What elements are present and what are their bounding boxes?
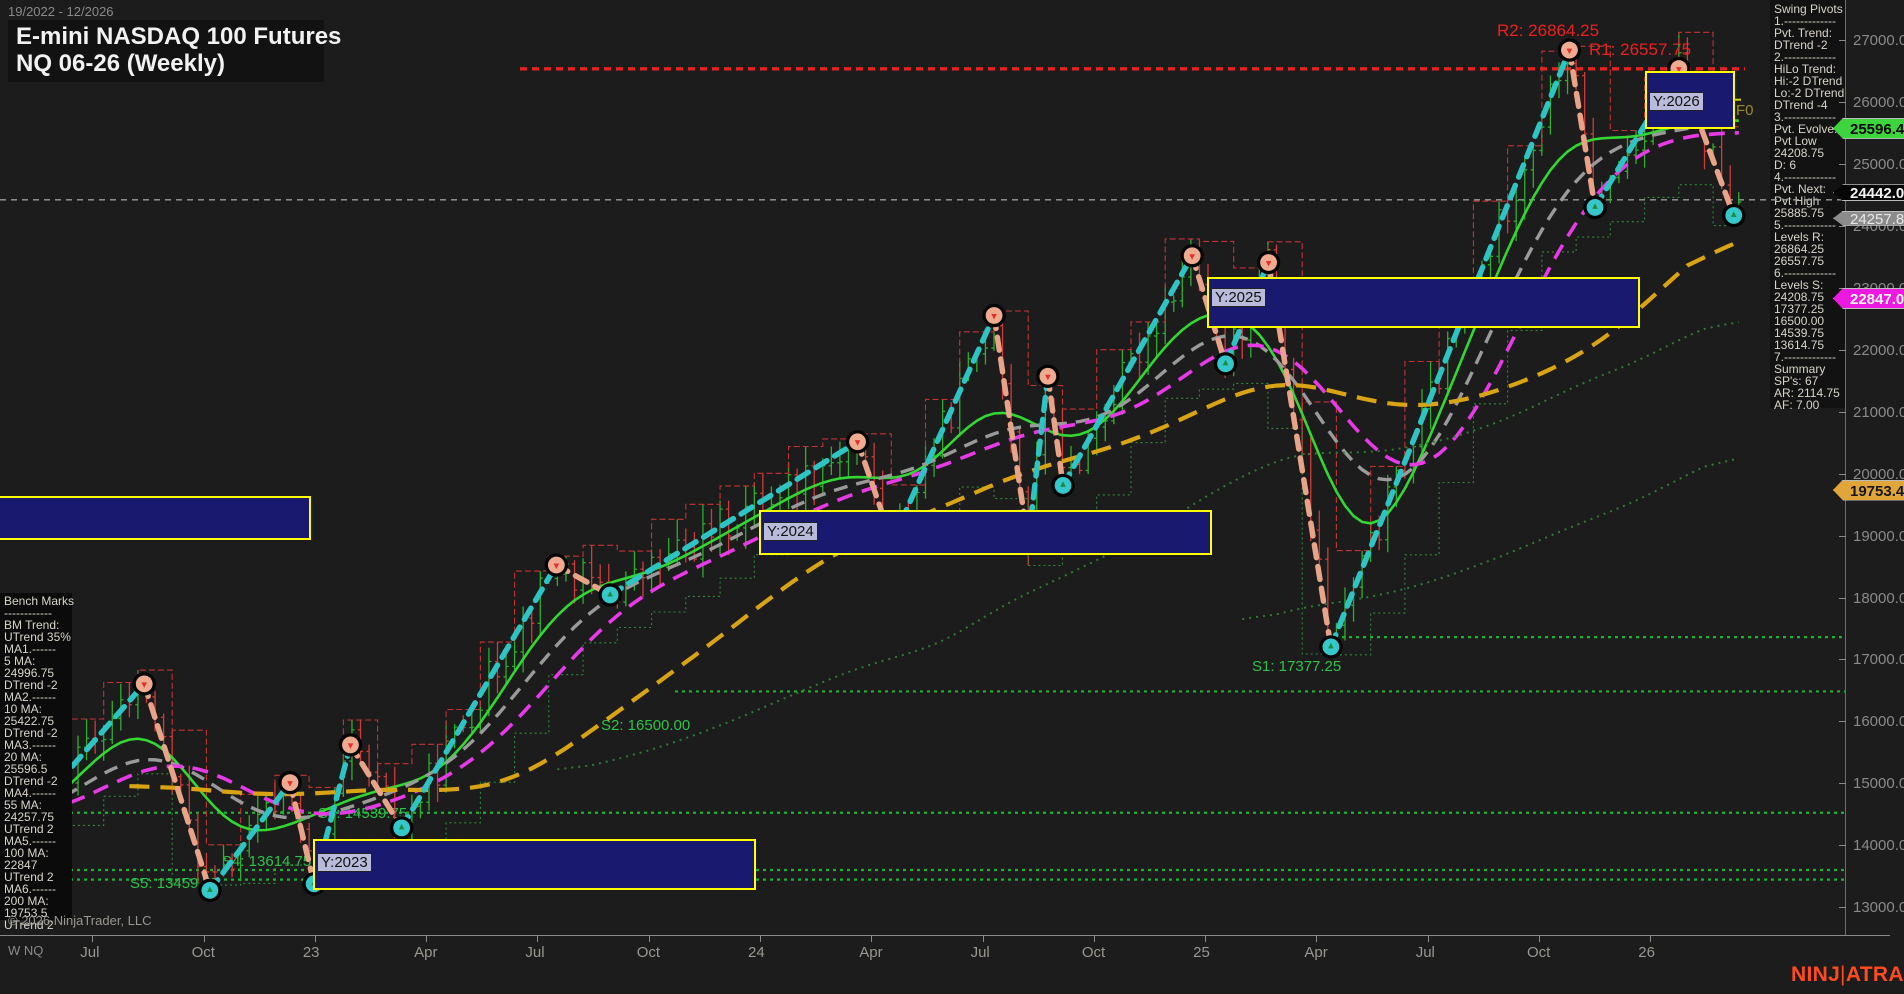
svg-text:S1: 17377.25: S1: 17377.25 — [1252, 658, 1341, 675]
svg-text:R2: 26864.25: R2: 26864.25 — [1497, 21, 1599, 40]
svg-text:F0: F0 — [1736, 102, 1754, 119]
svg-text:R1: 26557.75: R1: 26557.75 — [1589, 40, 1691, 59]
svg-text:S2: 16500.00: S2: 16500.00 — [601, 717, 690, 734]
